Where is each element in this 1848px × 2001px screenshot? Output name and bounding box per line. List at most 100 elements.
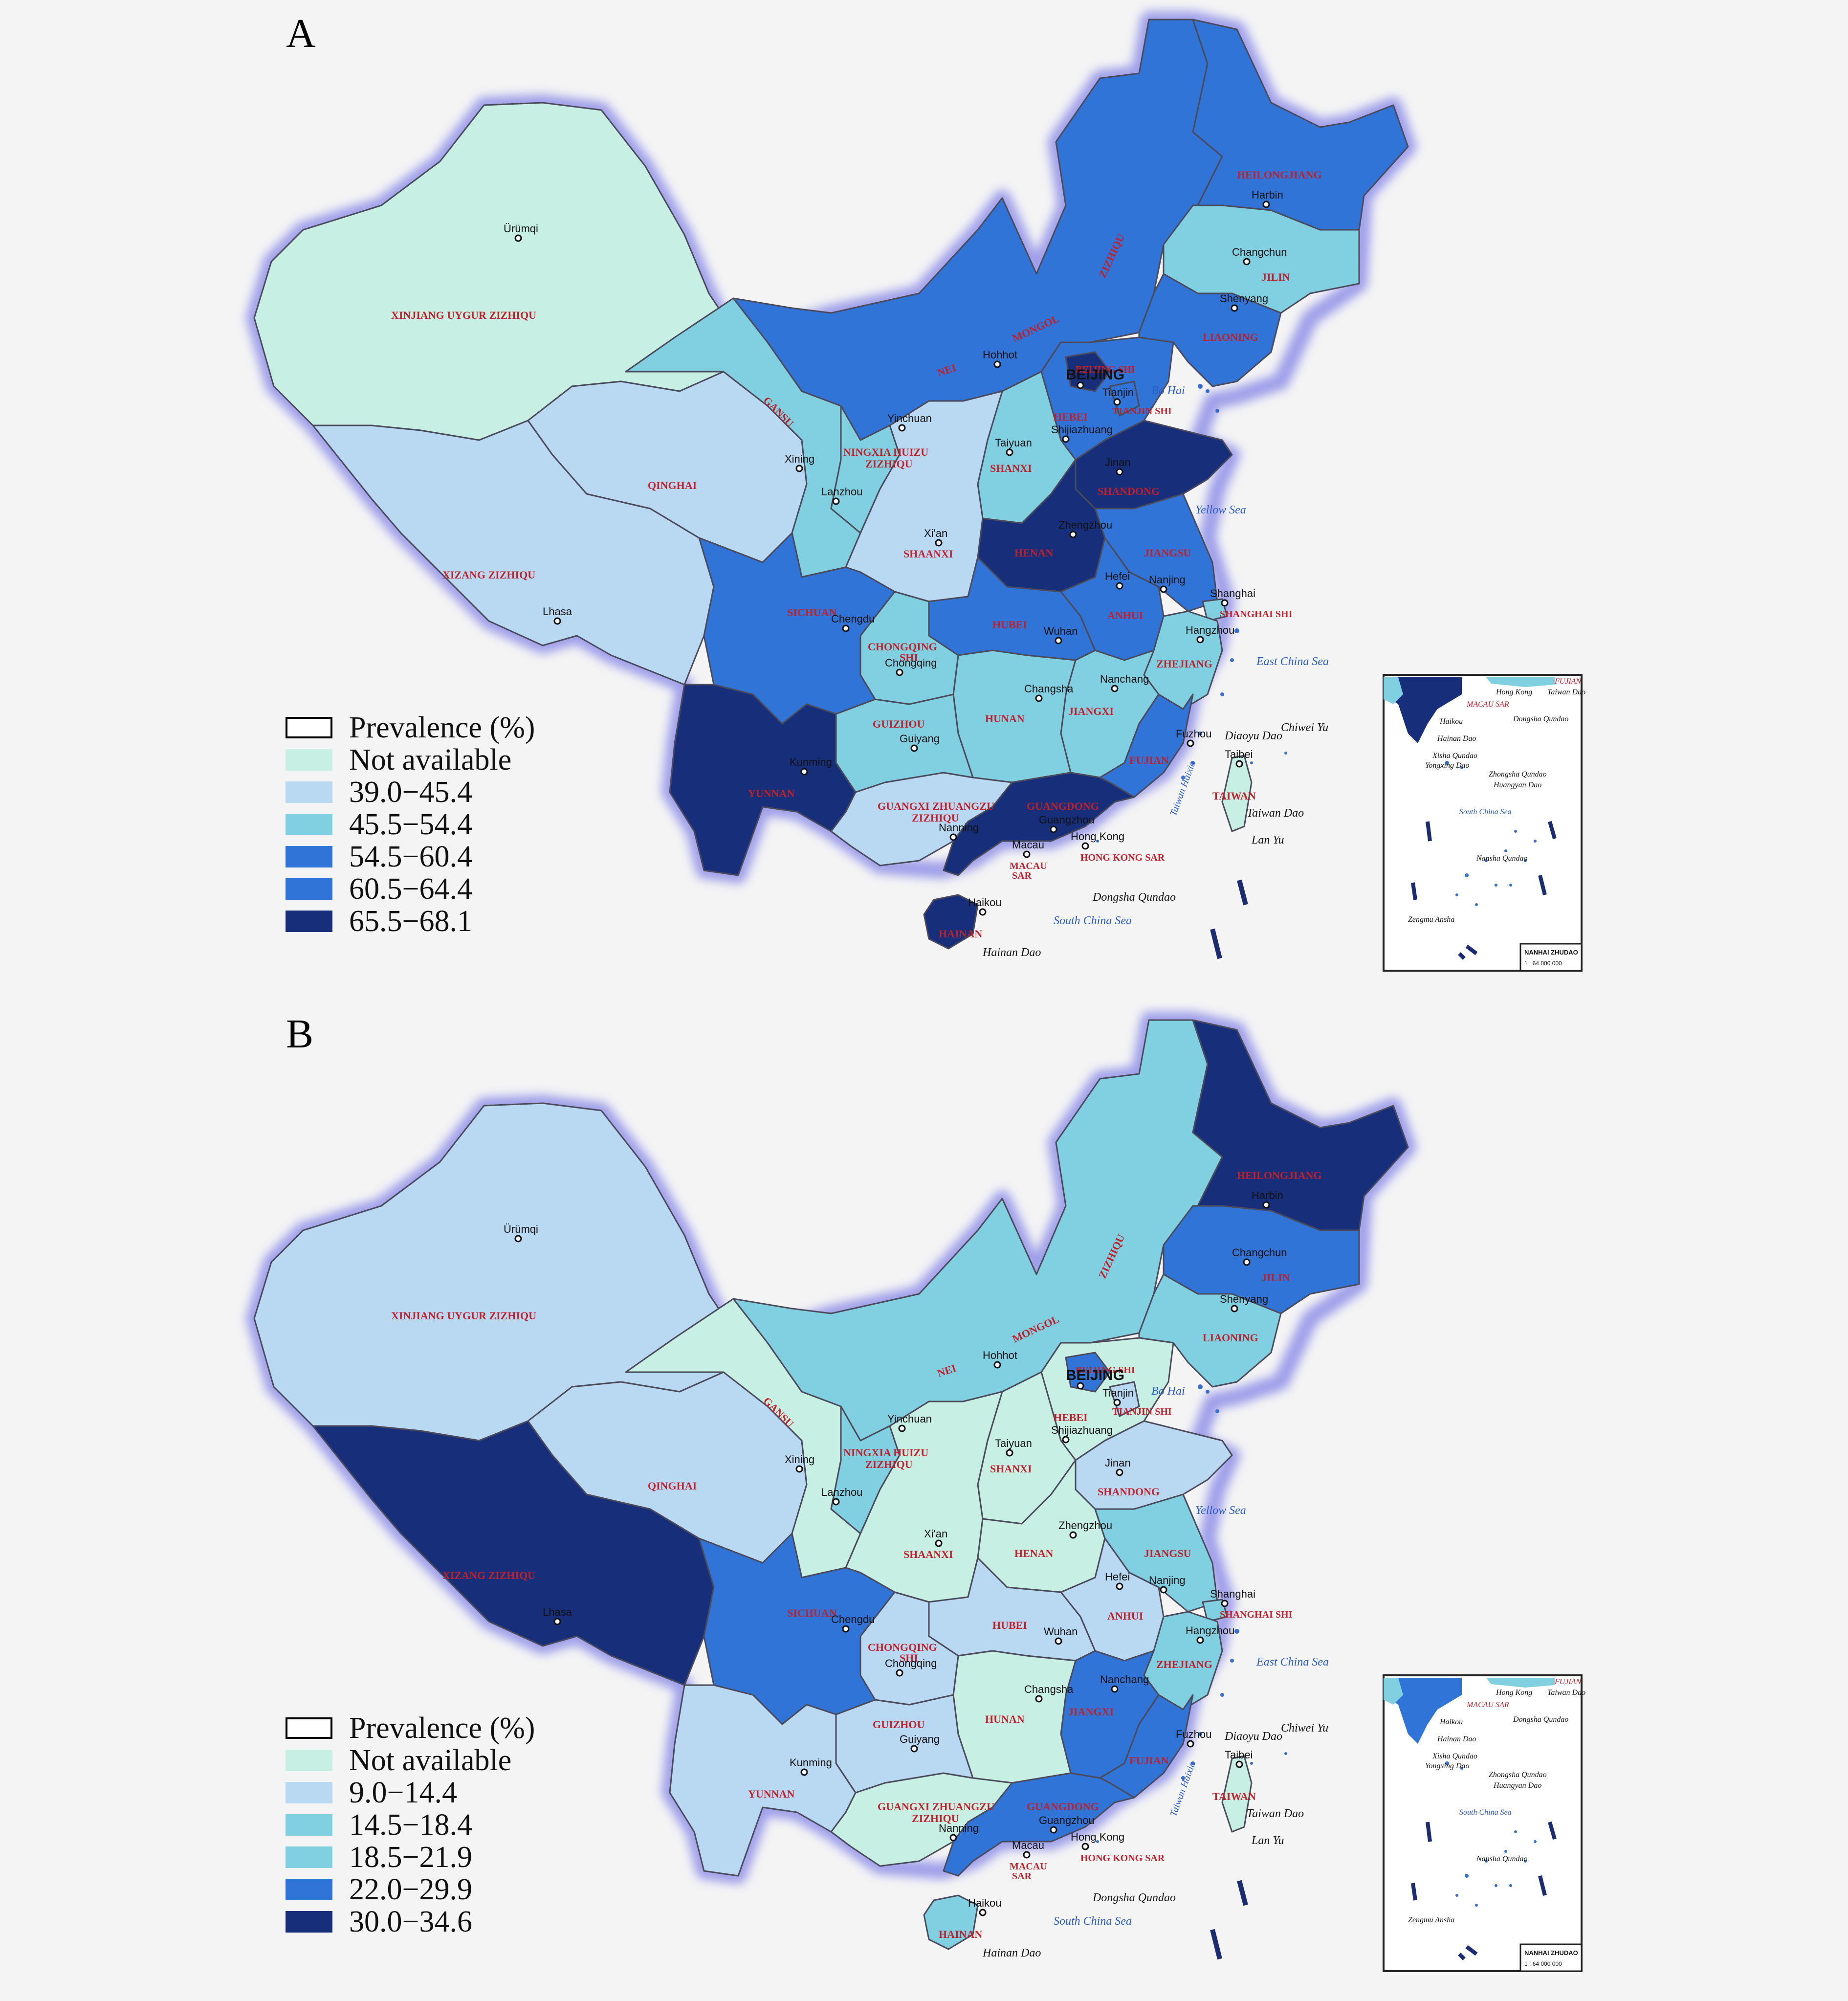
label-shandong: SHANDONG — [1098, 1486, 1160, 1498]
label-sichuan: SICHUAN — [787, 606, 837, 619]
city-name: Taibei — [1225, 1749, 1253, 1761]
label-guizhou: GUIZHOU — [873, 1718, 924, 1731]
city-macau: Macau — [1012, 1839, 1044, 1859]
label-chongqing-2: SHI — [900, 651, 918, 664]
label-xinjiang: XINJIANG UYGUR ZIZHIQU — [391, 1310, 536, 1322]
inset-land-a — [1384, 677, 1462, 743]
label-hainan: HAINAN — [939, 1928, 982, 1940]
inset-zhongsha-2: Huangyan Dao — [1493, 781, 1541, 789]
inset-haikou: Haikou — [1439, 717, 1463, 726]
city-name: Harbin — [1252, 189, 1283, 201]
label-guizhou: GUIZHOU — [873, 718, 924, 730]
city-marker-icon — [1111, 685, 1119, 692]
city-name: BEIJING — [1066, 1367, 1124, 1383]
label-hainan: HAINAN — [939, 928, 982, 940]
region-beijing — [1065, 1352, 1111, 1393]
region-heilongjiang — [1192, 19, 1409, 231]
inset-haikou: Haikou — [1439, 1718, 1463, 1726]
city-name: Jinan — [1105, 1457, 1131, 1469]
label-hubei: HUBEI — [992, 1619, 1027, 1631]
label-macau-2: SAR — [1012, 1871, 1032, 1882]
city-chengdu: Chengdu — [831, 613, 875, 632]
city-name: Hefei — [1105, 570, 1130, 582]
label-chongqing-1: CHONGQING — [868, 641, 937, 653]
city-name: Lhasa — [543, 1606, 572, 1618]
city-name: Hangzhou — [1186, 1624, 1234, 1637]
inset-taiwan-dao: Taiwan Dao — [1547, 1689, 1585, 1697]
sea-southchina: South China Sea — [1054, 1915, 1132, 1928]
city-name: Ürümqi — [504, 1223, 538, 1235]
city-name: Lanzhou — [821, 486, 862, 498]
city-guiyang: Guiyang — [900, 733, 940, 752]
label-qinghai: QINGHAI — [648, 1480, 697, 1492]
city-name: Yinchuan — [887, 412, 932, 424]
inset-macau: MACAU SAR — [1466, 1701, 1509, 1709]
city-lhasa: Lhasa — [543, 1606, 572, 1625]
region-sichuan — [698, 1533, 896, 1725]
legend-swatch — [286, 1750, 332, 1771]
city-name: Haikou — [968, 896, 1001, 909]
city-hongkong: Hong Kong — [1071, 830, 1124, 850]
label-hunan: HUNAN — [985, 1713, 1025, 1725]
city-jinan: Jinan — [1105, 456, 1131, 476]
label-yunnan: YUNNAN — [748, 787, 794, 800]
sea-eastchina: East China Sea — [1256, 655, 1329, 668]
province-regions — [253, 1019, 1409, 1950]
city-chongqing: Chongqing — [885, 657, 937, 676]
city-name: Hong Kong — [1071, 1831, 1124, 1843]
island-lanyu: Lan Yu — [1251, 1834, 1284, 1847]
city-name: Fuzhou — [1176, 1728, 1211, 1740]
city-marker-icon — [910, 744, 918, 752]
inset-dongsha: Dongsha Qundao — [1513, 1715, 1568, 1724]
city-marker-icon — [935, 1539, 943, 1547]
inset-sea: South China Sea — [1459, 808, 1512, 816]
inset-scale: 1 : 64 000 000 — [1524, 1960, 1562, 1967]
inset-hongkong: Hong Kong — [1496, 1689, 1532, 1697]
legend-label: 39.0−45.4 — [349, 775, 472, 809]
label-chongqing-1: CHONGQING — [868, 1641, 937, 1653]
city-hangzhou: Hangzhou — [1186, 1624, 1234, 1644]
sea-bohai: Bo Hai — [1151, 384, 1185, 397]
city-marker-icon — [1113, 1399, 1121, 1406]
city-name: Chengdu — [831, 613, 875, 625]
city-marker-icon — [1069, 531, 1077, 538]
city-jinan: Jinan — [1105, 1457, 1131, 1476]
legend-label: 60.5−64.4 — [349, 872, 472, 906]
inset-title-box — [1519, 943, 1583, 972]
label-jiangxi: JIANGXI — [1068, 705, 1114, 717]
city-name: Harbin — [1252, 1189, 1283, 1201]
sea-yellow: Yellow Sea — [1195, 1504, 1246, 1517]
label-xizang: XIZANG ZIZHIQU — [442, 569, 535, 581]
city-taiyuan: Taiyuan — [995, 1437, 1032, 1457]
label-anhui: ANHUI — [1107, 1610, 1143, 1622]
legend-swatch — [286, 1782, 332, 1803]
city-marker-icon — [993, 360, 1001, 368]
legend-label: Not available — [349, 1743, 512, 1777]
city-name: Shenyang — [1220, 292, 1268, 305]
city-name: Haikou — [968, 1897, 1001, 1909]
city-marker-icon — [1262, 200, 1270, 208]
city-urumqi: Ürümqi — [504, 1223, 538, 1243]
city-marker-icon — [1116, 1582, 1123, 1590]
boundary-dashes — [1210, 1880, 1248, 1960]
label-ningxia-2: ZIZHIQU — [865, 458, 913, 470]
city-name: Jinan — [1105, 456, 1131, 468]
label-guangdong: GUANGDONG — [1027, 800, 1099, 812]
city-name: Shijiazhuang — [1051, 1424, 1113, 1436]
city-name: Taiyuan — [995, 437, 1032, 449]
legend-label: 54.5−60.4 — [349, 840, 472, 873]
inset-xisha-2: Yongxing Dao — [1425, 1762, 1470, 1770]
city-name: Chengdu — [831, 1613, 875, 1625]
inset-zhongsha-2: Huangyan Dao — [1493, 1781, 1541, 1790]
city-hefei: Hefei — [1105, 1571, 1130, 1590]
legend: Prevalence (%) Not available 9.0−14.4 14.5… — [286, 1712, 535, 1938]
city-kunming: Kunming — [790, 1756, 832, 1776]
city-marker-icon — [1062, 1436, 1070, 1444]
label-beijing: BEIJING SHI — [1076, 1365, 1135, 1376]
city-marker-icon — [553, 617, 561, 625]
city-wuhan: Wuhan — [1044, 1625, 1078, 1645]
city-taiyuan: Taiyuan — [995, 437, 1032, 456]
legend-swatch — [286, 911, 332, 932]
city-marker-icon — [898, 424, 906, 432]
city-fuzhou: Fuzhou — [1176, 1728, 1211, 1748]
